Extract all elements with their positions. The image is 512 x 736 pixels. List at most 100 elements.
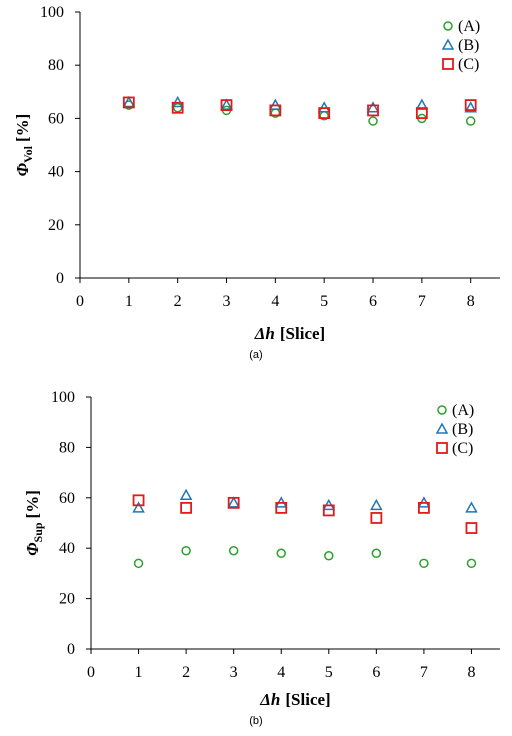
data-point — [418, 501, 430, 514]
legend-marker-square — [436, 442, 448, 454]
data-point — [415, 107, 428, 119]
x-tick-label: 5 — [320, 293, 328, 310]
y-tick-label: 80 — [59, 439, 75, 456]
data-point — [466, 558, 477, 569]
data-point — [370, 512, 383, 524]
data-point — [227, 496, 240, 509]
y-tick-label: 80 — [48, 57, 64, 74]
y-tick-label: 0 — [56, 270, 64, 287]
y-tick-label: 100 — [40, 4, 64, 21]
y-tick-label: 40 — [48, 164, 64, 181]
x-tick-label: 6 — [372, 664, 380, 681]
y-tick-label: 20 — [59, 591, 75, 608]
x-tick-label: 3 — [223, 293, 231, 310]
x-axis-unit: [Slice] — [285, 690, 330, 709]
data-point — [220, 99, 233, 111]
data-point — [132, 494, 145, 507]
data-point — [367, 104, 379, 117]
x-tick-label: 8 — [467, 293, 475, 310]
data-point — [228, 545, 239, 556]
data-point — [324, 551, 334, 561]
y-axis-subscript: Vol — [21, 145, 35, 163]
y-tick-label: 100 — [51, 389, 75, 406]
y-tick-label: 60 — [59, 490, 75, 507]
legend-marker-circle — [437, 405, 447, 415]
chart-panel-a: 0 20 40 60 80 100 0 1 2 3 4 5 6 7 8 Δh [Slice] ΦVol [%] (a)… — [13, 4, 500, 361]
data-point — [275, 501, 288, 514]
y-axis-symbol: Φ — [13, 162, 32, 176]
x-tick-label: 1 — [135, 664, 143, 681]
x-tick-label: 8 — [467, 664, 475, 681]
series-square — [122, 96, 477, 119]
data-point — [368, 116, 378, 126]
y-axis-unit: [%] — [13, 114, 32, 142]
data-point — [465, 501, 478, 513]
data-point — [181, 545, 191, 556]
series-square — [132, 494, 478, 534]
x-axis-symbol: Δh — [259, 690, 280, 709]
legend-label: (C) — [452, 440, 473, 457]
x-tick-label: 4 — [271, 293, 279, 310]
x-tick-label: 2 — [182, 664, 190, 681]
legend-label: (B) — [458, 37, 479, 54]
x-tick-label: 0 — [76, 293, 84, 310]
x-tick-label: 6 — [369, 293, 377, 310]
data-point — [227, 496, 240, 508]
legend-marker-circle — [443, 21, 453, 31]
legend-marker-triangle — [435, 422, 449, 434]
x-axis-label: Δh [Slice] — [254, 324, 325, 343]
x-tick-label: 7 — [420, 664, 428, 681]
data-point — [464, 99, 477, 111]
data-point — [132, 501, 145, 513]
series-circle — [133, 545, 477, 569]
x-tick-label: 1 — [125, 293, 133, 310]
y-axis-subscript: Sup — [31, 522, 45, 542]
data-point — [220, 98, 233, 110]
y-axis-unit: [%] — [23, 490, 42, 518]
legend-label: (C) — [458, 56, 479, 73]
data-point — [171, 101, 184, 114]
y-tick-label: 40 — [59, 540, 75, 557]
data-point — [371, 548, 382, 558]
legend-label: (B) — [452, 421, 473, 438]
data-point — [122, 95, 136, 108]
data-point — [133, 558, 144, 569]
y-axis-label: ΦVol [%] — [13, 114, 35, 177]
series-triangle — [132, 488, 478, 513]
y-tick-label: 0 — [67, 641, 75, 658]
data-point — [276, 548, 286, 558]
data-point — [415, 98, 429, 110]
data-point — [419, 558, 429, 569]
data-point — [180, 501, 193, 514]
x-tick-label: 7 — [418, 293, 426, 310]
y-axis-symbol: Φ — [23, 542, 42, 556]
x-tick-label: 2 — [174, 293, 182, 310]
y-axis-label: ΦSup [%] — [23, 490, 45, 556]
legend: (A) (B) (C) — [441, 18, 480, 73]
data-point — [464, 101, 477, 113]
data-point — [465, 522, 478, 534]
data-point — [179, 488, 193, 501]
x-axis-unit: [Slice] — [280, 324, 325, 343]
data-point — [269, 104, 282, 117]
x-tick-label: 3 — [230, 664, 238, 681]
chart-panel-b: 0 20 40 60 80 100 0 1 2 3 4 5 6 7 8 Δh [Slice] ΦSup [%] (b)… — [23, 389, 500, 727]
legend-label: (A) — [458, 18, 480, 35]
x-tick-label: 5 — [325, 664, 333, 681]
data-point — [370, 498, 383, 511]
y-tick-label: 60 — [48, 110, 64, 127]
legend-label: (A) — [452, 402, 474, 419]
legend-marker-square — [442, 58, 454, 70]
x-axis-symbol: Δh — [254, 324, 275, 343]
y-tick-label: 20 — [48, 217, 64, 234]
panel-caption: (a) — [249, 349, 262, 361]
x-tick-label: 4 — [277, 664, 285, 681]
x-tick-label: 0 — [87, 664, 95, 681]
data-point — [366, 101, 380, 113]
data-point — [322, 504, 335, 517]
legend: (A) (B) (C) — [435, 402, 474, 457]
data-point — [465, 116, 476, 126]
panel-caption: (b) — [249, 715, 262, 727]
data-point — [122, 96, 135, 109]
